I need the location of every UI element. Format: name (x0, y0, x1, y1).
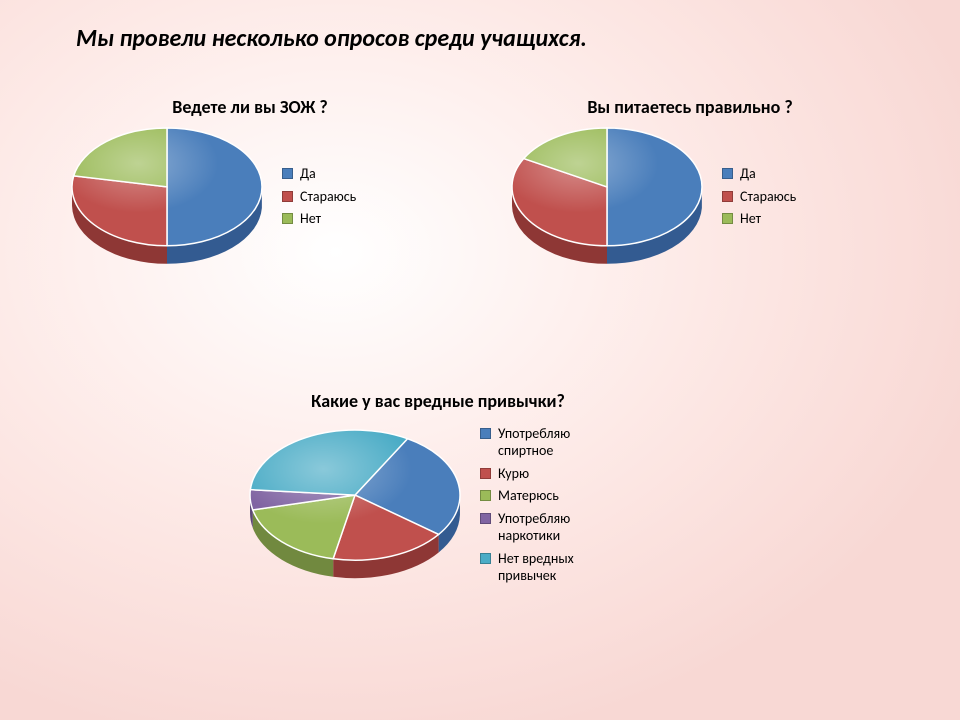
legend-swatch (480, 468, 491, 479)
legend-swatch (480, 490, 491, 501)
legend-swatch (722, 191, 733, 202)
legend-item: Нет (282, 211, 356, 228)
legend-item: Стараюсь (282, 189, 356, 206)
legend-item: Да (722, 166, 796, 183)
legend-item: Стараюсь (722, 189, 796, 206)
legend-swatch (480, 513, 491, 524)
page-title: Мы провели несколько опросов среди учащи… (76, 24, 587, 53)
legend-swatch (722, 168, 733, 179)
legend-label: Нет (740, 211, 761, 228)
chart3-title: Какие у вас вредные привычки? (248, 390, 628, 412)
chart1-legend: Да Стараюсь Нет (282, 160, 356, 234)
chart1-pie (70, 126, 264, 268)
legend-label: Курю (498, 466, 529, 483)
legend-item: Употребляю спиртное (480, 426, 620, 460)
legend-swatch (282, 213, 293, 224)
legend-label: Матерюсь (498, 488, 559, 505)
legend-label: Да (740, 166, 756, 183)
legend-swatch (722, 213, 733, 224)
legend-swatch (282, 191, 293, 202)
chart2-title: Вы питаетесь правильно ? (510, 96, 870, 118)
legend-item: Матерюсь (480, 488, 620, 505)
chart2-legend: Да Стараюсь Нет (722, 160, 796, 234)
legend-label: Стараюсь (300, 189, 356, 206)
legend-item: Нет (722, 211, 796, 228)
legend-swatch (480, 553, 491, 564)
chart1-block: Ведете ли вы ЗОЖ ? Да Стараюсь Нет (70, 96, 430, 268)
legend-label: Стараюсь (740, 189, 796, 206)
legend-label: Употребляю наркотики (498, 511, 620, 545)
chart2-row: Да Стараюсь Нет (510, 126, 870, 268)
legend-item: Употребляю наркотики (480, 511, 620, 545)
legend-item: Нет вредных привычек (480, 551, 620, 585)
chart3-legend: Употребляю спиртное Курю Матерюсь Употребля… (480, 420, 620, 590)
chart2-pie (510, 126, 704, 268)
legend-item: Курю (480, 466, 620, 483)
legend-label: Нет (300, 211, 321, 228)
chart3-row: Употребляю спиртное Курю Матерюсь Употребля… (248, 420, 628, 590)
legend-swatch (480, 428, 491, 439)
legend-label: Употребляю спиртное (498, 426, 620, 460)
chart3-block: Какие у вас вредные привычки? Употребляю … (248, 390, 628, 590)
legend-item: Да (282, 166, 356, 183)
chart2-block: Вы питаетесь правильно ? Да Стараюсь Нет (510, 96, 870, 268)
chart1-row: Да Стараюсь Нет (70, 126, 430, 268)
chart3-pie (248, 428, 462, 582)
slide-content: Мы провели несколько опросов среди учащи… (0, 0, 960, 720)
legend-swatch (282, 168, 293, 179)
legend-label: Нет вредных привычек (498, 551, 620, 585)
legend-label: Да (300, 166, 316, 183)
chart1-title: Ведете ли вы ЗОЖ ? (70, 96, 430, 118)
